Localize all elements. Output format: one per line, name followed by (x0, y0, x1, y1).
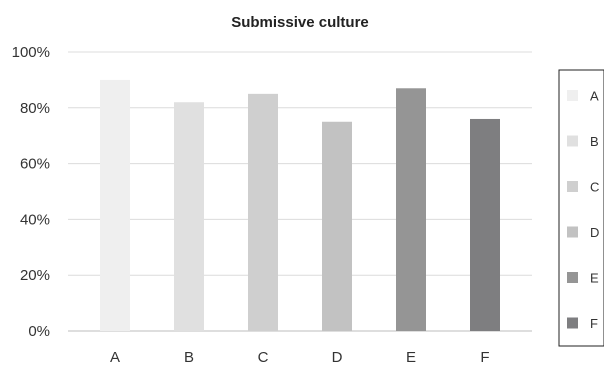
x-tick-label: B (184, 349, 194, 366)
y-tick-label: 60% (20, 156, 50, 173)
y-tick-label: 20% (20, 267, 50, 284)
y-axis-ticks: 0% 20% 40% 60% 80% 100% (12, 44, 50, 340)
bar-e (396, 88, 426, 332)
bar-c (248, 93, 278, 331)
gridlines (68, 51, 532, 332)
legend-label: E (590, 271, 599, 286)
legend-swatch (567, 135, 578, 147)
chart-title: Submissive culture (231, 14, 369, 31)
bar-a (100, 79, 130, 332)
legend-swatch (567, 226, 578, 238)
legend-swatch (567, 272, 578, 283)
legend: A B C D E F (558, 69, 604, 347)
legend-swatch (567, 181, 578, 192)
legend-swatch (567, 90, 578, 101)
legend-label: F (590, 316, 598, 331)
x-axis-labels: A B C D E F (110, 349, 490, 366)
legend-box (558, 69, 604, 347)
legend-swatch (567, 317, 578, 329)
x-tick-label: E (406, 349, 416, 366)
x-tick-label: D (332, 349, 343, 366)
y-tick-label: 0% (28, 323, 50, 340)
y-tick-label: 100% (12, 44, 50, 61)
x-tick-label: C (258, 349, 269, 366)
x-tick-label: A (110, 349, 120, 366)
bars (100, 79, 500, 332)
legend-label: B (590, 134, 599, 149)
x-tick-label: F (480, 349, 489, 366)
y-tick-label: 40% (20, 211, 50, 228)
legend-label: C (590, 180, 599, 195)
bar-f (470, 118, 500, 332)
bar-b (174, 102, 204, 331)
y-tick-label: 80% (20, 100, 50, 117)
legend-label: D (590, 225, 599, 240)
legend-label: A (590, 89, 599, 104)
bar-d (322, 121, 352, 331)
